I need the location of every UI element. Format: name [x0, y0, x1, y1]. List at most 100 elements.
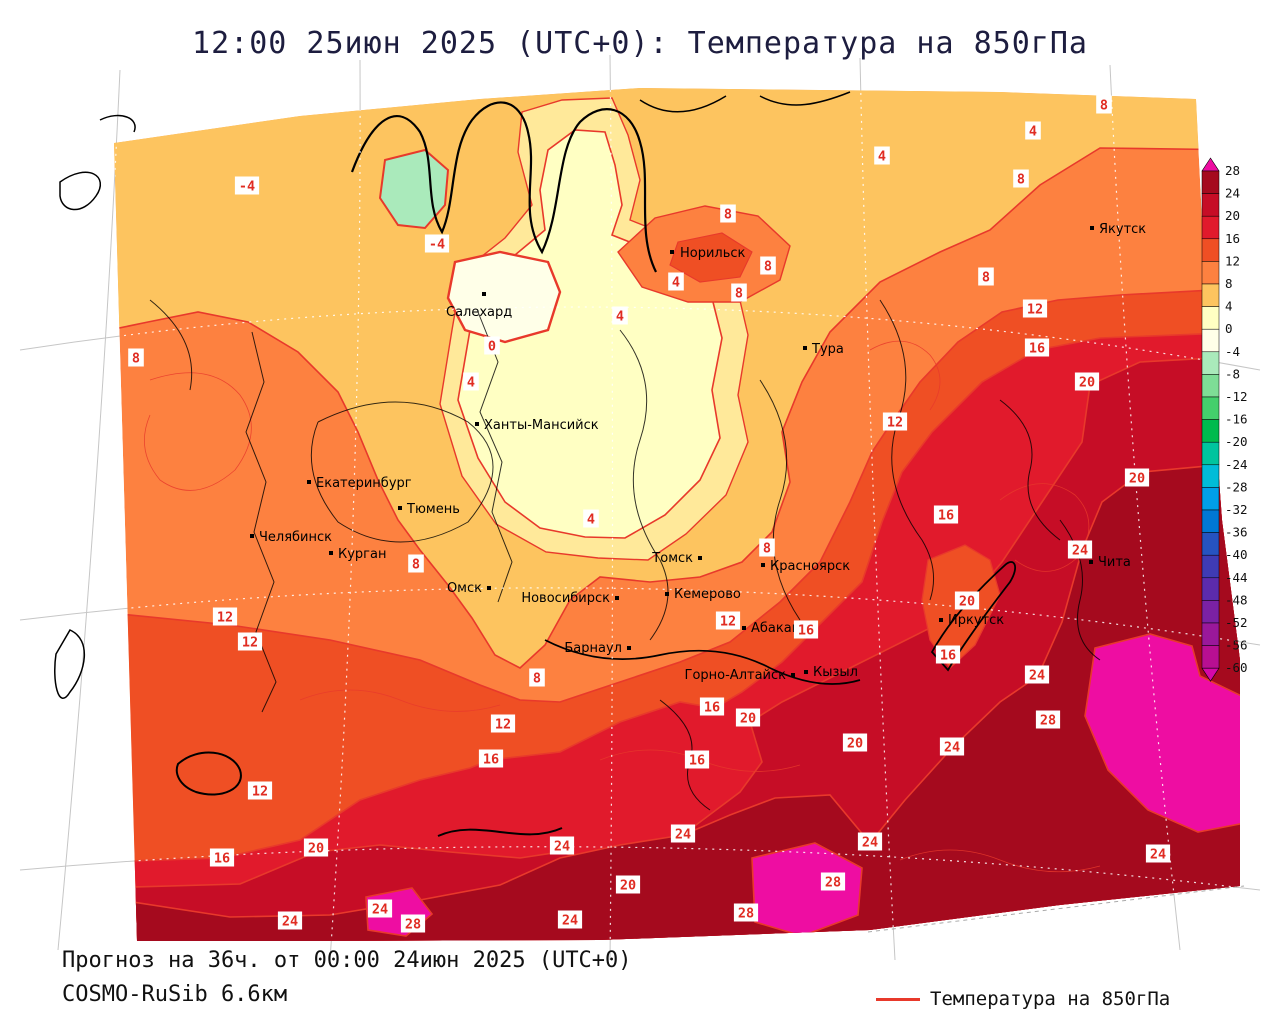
mountain-border — [437, 827, 563, 837]
contour-label: 16 — [1024, 338, 1050, 357]
svg-text:20: 20 — [959, 594, 975, 610]
svg-text:4: 4 — [467, 375, 475, 391]
contour-label: 20 — [303, 838, 329, 857]
contour-label: 8 — [408, 554, 424, 573]
svg-text:24: 24 — [282, 914, 298, 930]
svg-text:20: 20 — [620, 878, 636, 894]
svg-text:16: 16 — [704, 700, 720, 716]
svg-text:24: 24 — [554, 839, 570, 855]
svg-text:24: 24 — [1150, 847, 1166, 863]
colorbar-segment — [1201, 396, 1220, 420]
svg-text:16: 16 — [214, 851, 230, 867]
city-marker: Тура — [803, 342, 844, 357]
city-label: Курган — [338, 547, 386, 562]
contour-label: 4 — [668, 272, 684, 291]
svg-text:12: 12 — [720, 614, 736, 630]
svg-text:8: 8 — [724, 207, 732, 223]
contour-label: 24 — [1024, 665, 1050, 684]
city-marker: Ханты-Мансийск — [475, 418, 599, 433]
city-marker: Барнаул — [564, 641, 631, 656]
city-label: Томск — [651, 551, 693, 566]
colorbar-tick-label: -4 — [1225, 344, 1240, 359]
colorbar-tick-label: -52 — [1225, 615, 1248, 630]
city-marker: Екатеринбург — [307, 476, 412, 491]
band-28-east — [1084, 633, 1240, 833]
city-label: Ханты-Мансийск — [484, 418, 599, 433]
lake-outline — [54, 629, 85, 699]
svg-text:16: 16 — [689, 753, 705, 769]
contour-label: 12 — [247, 781, 273, 800]
colorbar-segment — [1201, 487, 1220, 511]
contour-label: 8 — [759, 538, 775, 557]
colorbar-segment — [1201, 306, 1220, 330]
contour-label: -4 — [234, 176, 260, 195]
colorbar-tick-label: -12 — [1225, 389, 1248, 404]
contour-label: 12 — [212, 607, 238, 626]
city-layer: Норильск Салехард Тура Якутск Ханты-Мансийск… — [250, 222, 1146, 683]
geography-inside — [149, 91, 1101, 837]
svg-text:4: 4 — [878, 149, 886, 165]
svg-text:16: 16 — [798, 623, 814, 639]
contour-label: 24 — [1145, 844, 1171, 863]
contour-label: 28 — [820, 872, 846, 891]
colorbar-segment — [1201, 441, 1220, 466]
svg-text:12: 12 — [495, 717, 511, 733]
contour-label: 0 — [484, 336, 500, 355]
contour-label: 24 — [670, 824, 696, 843]
city-marker: Омск — [447, 581, 491, 596]
colorbar-tick-label: 16 — [1225, 231, 1240, 246]
svg-text:4: 4 — [616, 309, 624, 325]
contour-label: 4 — [1025, 121, 1041, 140]
contour-label: 8 — [760, 256, 776, 275]
svg-text:16: 16 — [483, 752, 499, 768]
colorbar-segment — [1201, 622, 1220, 646]
contour-label: 12 — [882, 412, 908, 431]
svg-text:16: 16 — [938, 508, 954, 524]
svg-text:20: 20 — [740, 711, 756, 727]
page-title: 12:00 25июн 2025 (UTC+0): Температура на… — [192, 26, 1088, 61]
city-marker: Челябинск — [250, 530, 332, 545]
colorbar-tick-label: -24 — [1225, 457, 1248, 472]
contour-label: 24 — [939, 737, 965, 756]
svg-text:28: 28 — [738, 906, 754, 922]
svg-text:24: 24 — [862, 835, 878, 851]
svg-text:24: 24 — [562, 913, 578, 929]
svg-text:8: 8 — [132, 351, 140, 367]
colorbar-tick-label: -36 — [1225, 525, 1248, 540]
svg-text:8: 8 — [735, 286, 743, 302]
legend-line-sample — [876, 997, 920, 1001]
city-label: Новосибирск — [521, 591, 610, 606]
svg-text:-4: -4 — [429, 237, 445, 253]
colorbar-segment — [1201, 554, 1220, 579]
contour-label: 8 — [731, 283, 747, 302]
svg-text:20: 20 — [308, 841, 324, 857]
colorbar-segment — [1201, 261, 1220, 285]
colorbar-tick-label: 24 — [1225, 186, 1240, 201]
contour-label: 8 — [1096, 95, 1112, 114]
colorbar-tick-label: -16 — [1225, 412, 1248, 427]
svg-text:-4: -4 — [239, 179, 255, 195]
city-marker: Новосибирск — [521, 591, 619, 606]
contour-label: 20 — [1074, 372, 1100, 391]
city-label: Красноярск — [770, 559, 850, 574]
city-marker: Томск — [651, 551, 702, 566]
contour-label: 24 — [857, 832, 883, 851]
colorbar-segment — [1201, 238, 1220, 262]
band-28-south — [751, 842, 863, 937]
city-marker: Красноярск — [761, 559, 850, 574]
city-marker: Кызыл — [804, 665, 858, 680]
city-marker: Курган — [329, 547, 386, 562]
svg-text:28: 28 — [1040, 713, 1056, 729]
coastline — [639, 95, 727, 113]
contour-label: 12 — [237, 632, 263, 651]
city-label: Салехард — [446, 305, 512, 320]
city-label: Иркутск — [948, 613, 1004, 628]
graticule-outside — [19, 54, 1261, 961]
colorbar-tick-label: 20 — [1225, 208, 1240, 223]
svg-text:24: 24 — [1029, 668, 1045, 684]
colorbar-segment — [1201, 509, 1220, 533]
city-label: Горно-Алтайск — [685, 668, 787, 683]
colorbar-tick-label: 12 — [1225, 253, 1240, 268]
contour-label: 16 — [699, 697, 725, 716]
colorbar-tick-label: -8 — [1225, 366, 1240, 381]
